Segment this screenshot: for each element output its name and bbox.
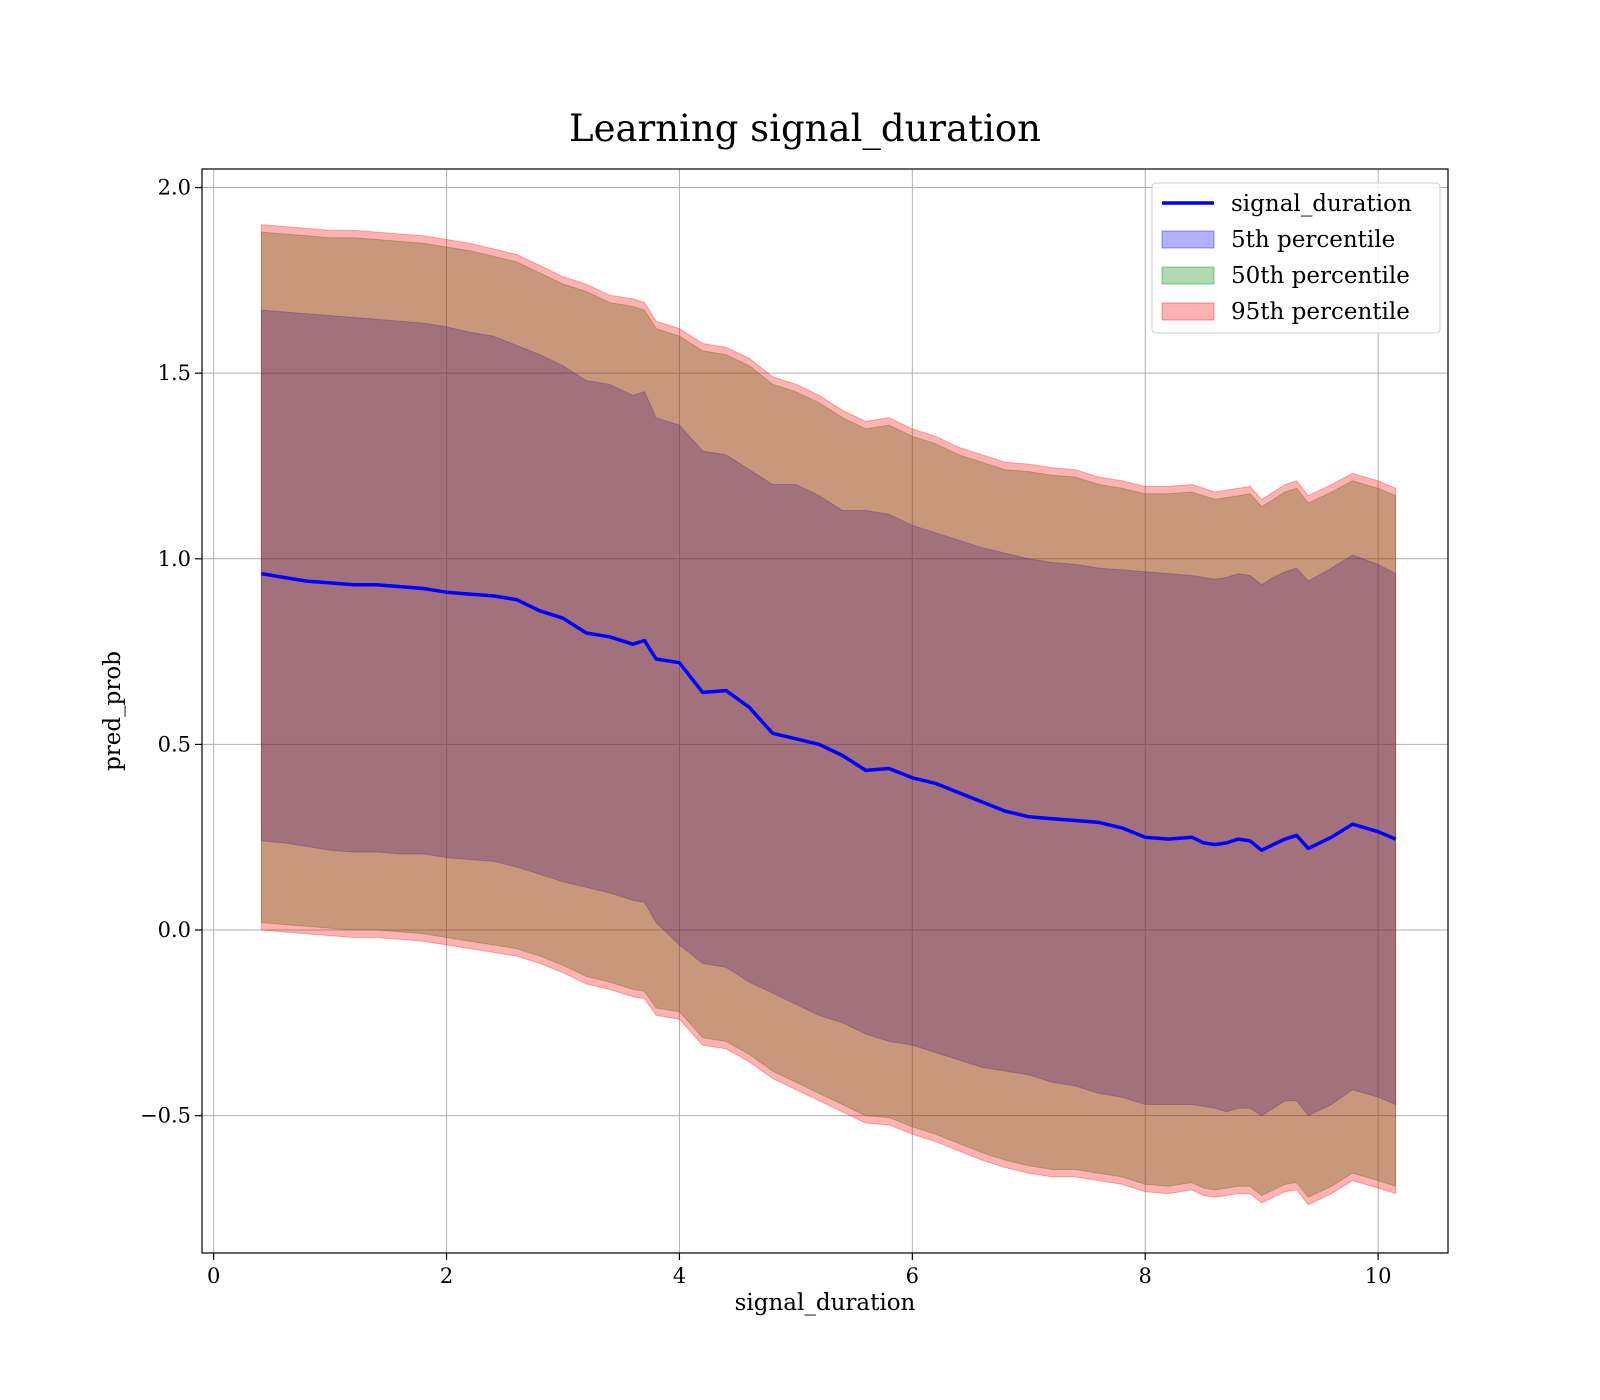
- x-tick-label: 2: [440, 1264, 453, 1288]
- legend: signal_duration 5th percentile 50th percen…: [1151, 182, 1441, 334]
- band-5th-percentile: [260, 309, 1397, 1117]
- percentile-bands: [260, 224, 1397, 1206]
- x-tick-label: 0: [207, 1264, 220, 1288]
- legend-box: [1151, 182, 1441, 334]
- plot-frame: [201, 168, 1449, 1254]
- legend-label: signal_duration: [1231, 191, 1412, 217]
- grid: [202, 169, 1448, 1253]
- legend-band-swatch: [1161, 230, 1215, 249]
- plot-area: [202, 169, 1448, 1253]
- x-tick-label: 8: [1139, 1264, 1152, 1288]
- chart-title: Learning signal_duration: [569, 107, 1041, 151]
- legend-band-swatch: [1161, 266, 1215, 285]
- legend-label: 50th percentile: [1231, 263, 1410, 289]
- x-tick-label: 10: [1365, 1264, 1392, 1288]
- y-tick-label: −0.5: [140, 1104, 191, 1128]
- y-tick-label: 1.0: [158, 547, 191, 571]
- x-tick-label: 4: [673, 1264, 686, 1288]
- axis-ticks: 0 2 4 6 8 10 −0.5 0.0 0.5 1.0 1.5 2.0: [140, 176, 1391, 1288]
- y-tick-label: 0.0: [158, 918, 191, 942]
- series-line-signal-duration: [261, 571, 1397, 852]
- y-tick-label: 2.0: [158, 176, 191, 200]
- band-95th-percentile: [260, 224, 1397, 1206]
- y-tick-label: 1.5: [158, 361, 191, 385]
- band-50th-percentile: [260, 231, 1397, 1198]
- legend-label: 5th percentile: [1231, 227, 1395, 253]
- legend-band-swatch: [1161, 302, 1215, 321]
- x-axis-title: signal_duration: [735, 1290, 916, 1316]
- y-axis-title: pred_prob: [100, 651, 126, 771]
- y-tick-label: 0.5: [158, 732, 191, 756]
- x-tick-label: 6: [906, 1264, 919, 1288]
- legend-label: 95th percentile: [1231, 299, 1410, 325]
- series-lines: [261, 571, 1397, 852]
